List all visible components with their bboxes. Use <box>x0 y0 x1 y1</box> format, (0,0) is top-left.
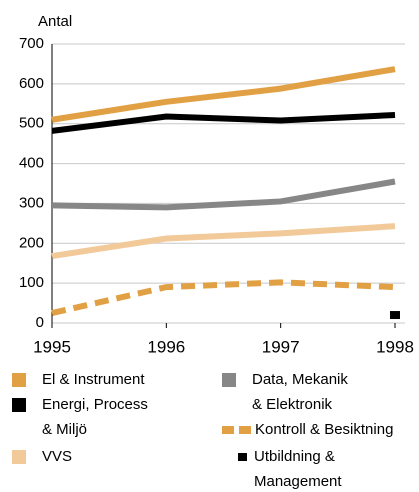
y-tick-label: 100 <box>19 274 44 291</box>
x-tick-label: 1996 <box>147 337 185 356</box>
legend-swatch <box>12 398 26 412</box>
legend-swatch <box>239 426 251 434</box>
series-line <box>51 111 396 134</box>
legend-label: Kontroll & Besiktning <box>255 421 393 438</box>
y-tick-label: 700 <box>19 35 44 52</box>
x-tick-label: 1997 <box>262 337 300 356</box>
legend-swatch <box>222 373 236 387</box>
legend-swatch <box>12 373 26 387</box>
legend-swatch <box>238 453 247 461</box>
legend-swatch <box>222 426 234 434</box>
x-tick-label: 1998 <box>376 337 414 356</box>
y-axis-label: Antal <box>38 13 72 30</box>
y-tick-label: 400 <box>19 155 44 172</box>
series-line <box>51 178 396 211</box>
legend-label: Data, Mekanik & Elektronik <box>252 371 348 413</box>
y-tick-label: 0 <box>36 314 44 331</box>
series-line <box>51 279 396 316</box>
legend-label: Energi, Process & Miljö <box>42 396 148 438</box>
legend-label: El & Instrument <box>42 371 145 388</box>
legend-swatch <box>12 450 26 464</box>
data-point <box>390 311 400 320</box>
x-tick-label: 1995 <box>33 337 71 356</box>
series-line <box>51 223 396 260</box>
y-tick-label: 600 <box>19 75 44 92</box>
legend-label: VVS <box>42 448 72 465</box>
y-tick-label: 200 <box>19 234 44 251</box>
legend-label: Utbildning & Management <box>254 448 342 490</box>
y-tick-label: 500 <box>19 115 44 132</box>
y-tick-label: 300 <box>19 194 44 211</box>
series-line <box>51 66 396 123</box>
